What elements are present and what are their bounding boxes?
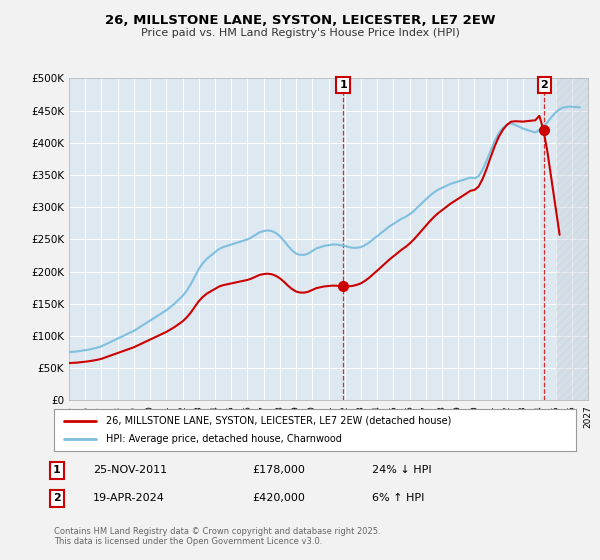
- Text: 1: 1: [339, 80, 347, 90]
- Text: 24% ↓ HPI: 24% ↓ HPI: [372, 465, 431, 475]
- Text: 2: 2: [53, 493, 61, 503]
- Text: 26, MILLSTONE LANE, SYSTON, LEICESTER, LE7 2EW: 26, MILLSTONE LANE, SYSTON, LEICESTER, L…: [105, 14, 495, 27]
- Text: 25-NOV-2011: 25-NOV-2011: [93, 465, 167, 475]
- Text: HPI: Average price, detached house, Charnwood: HPI: Average price, detached house, Char…: [106, 435, 342, 445]
- Text: 2: 2: [541, 80, 548, 90]
- Text: 6% ↑ HPI: 6% ↑ HPI: [372, 493, 424, 503]
- Bar: [556, 78, 588, 400]
- Text: 1: 1: [53, 465, 61, 475]
- Text: 26, MILLSTONE LANE, SYSTON, LEICESTER, LE7 2EW (detached house): 26, MILLSTONE LANE, SYSTON, LEICESTER, L…: [106, 416, 452, 426]
- Text: £178,000: £178,000: [252, 465, 305, 475]
- Text: Contains HM Land Registry data © Crown copyright and database right 2025.
This d: Contains HM Land Registry data © Crown c…: [54, 526, 380, 546]
- Text: Price paid vs. HM Land Registry's House Price Index (HPI): Price paid vs. HM Land Registry's House …: [140, 28, 460, 38]
- Text: 19-APR-2024: 19-APR-2024: [93, 493, 165, 503]
- Text: £420,000: £420,000: [252, 493, 305, 503]
